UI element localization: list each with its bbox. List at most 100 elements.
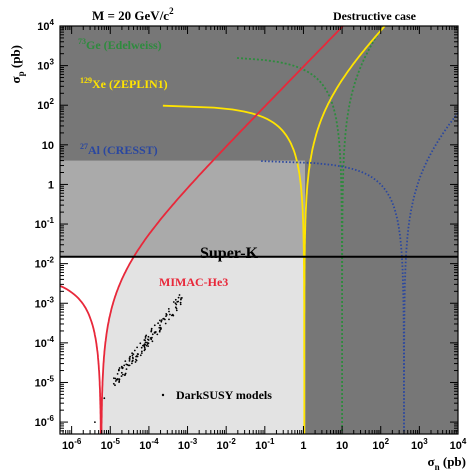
scatter-point (143, 346, 146, 349)
limit-curves (60, 26, 458, 434)
scatter-point (150, 329, 153, 332)
scatter-point (146, 343, 149, 345)
y-tick-label: 10 (42, 140, 54, 152)
scatter-point (159, 324, 161, 327)
legend-marker (161, 393, 165, 397)
legend-label: DarkSUSY models (176, 388, 272, 402)
scatter-point (128, 358, 131, 360)
scatter-point (147, 345, 150, 347)
scatter-point (159, 319, 161, 322)
scatter-point (140, 346, 143, 349)
scatter-point (179, 303, 182, 306)
scatter-point (177, 300, 180, 303)
scatter-point (167, 308, 170, 310)
scatter-point (174, 298, 177, 301)
scatter-point (136, 346, 139, 349)
scatter-point (129, 355, 132, 358)
scatter-point (125, 368, 128, 370)
scatter-point (172, 314, 175, 317)
scatter-point (157, 322, 160, 325)
light-region-under-mimac (101, 256, 306, 434)
scatter-point (144, 341, 147, 344)
scatter-point (143, 349, 146, 352)
scatter-point (175, 309, 178, 312)
scatter-point (117, 369, 120, 372)
scatter-point (121, 367, 124, 370)
darksusy-scatter (72, 294, 183, 456)
y-tick-label: 1 (48, 179, 54, 191)
label-ge-edelweiss: 73Ge (Edelweiss) (78, 37, 162, 52)
scatter-point (144, 337, 147, 339)
scatter-point (178, 294, 181, 296)
scatter-point (151, 336, 153, 339)
scatter-point (158, 326, 161, 329)
scatter-point (125, 363, 128, 366)
scatter-point (150, 338, 153, 341)
x-tick-label: 103 (411, 437, 428, 452)
label-super-k: Super-K (200, 245, 259, 262)
scatter-point (165, 315, 167, 317)
scatter-point (164, 322, 167, 325)
x-tick-label: 10-6 (62, 437, 82, 452)
series-line-mimac-he3 (60, 26, 345, 434)
scatter-point (122, 373, 124, 376)
scatter-point (131, 354, 134, 357)
scatter-point (144, 343, 147, 346)
scatter-point (118, 380, 121, 383)
scatter-point (118, 378, 121, 380)
x-tick-label: 10-2 (216, 437, 236, 452)
scatter-point (131, 359, 134, 362)
scatter-point (113, 377, 115, 380)
x-tick-label: 104 (450, 437, 467, 452)
scatter-point (103, 397, 106, 400)
scatter-point (175, 303, 178, 306)
scatter-point (131, 356, 134, 359)
x-tick-label: 10-1 (255, 437, 275, 452)
scatter-point (120, 371, 123, 374)
scatter-point (141, 350, 143, 353)
scatter-point (142, 344, 144, 347)
y-tick-label: 10-3 (35, 295, 55, 310)
scatter-point (135, 358, 137, 361)
scatter-point (128, 360, 131, 362)
scatter-point (146, 341, 148, 344)
scatter-point (168, 318, 170, 321)
scatter-point (160, 327, 162, 330)
scatter-point (165, 313, 168, 315)
scatter-point (147, 339, 150, 341)
scatter-point (120, 365, 123, 368)
scatter-point (124, 374, 126, 377)
label-xe-zeplin1: 129Xe (ZEPLIN1) (80, 76, 168, 91)
y-tick-label: 10-5 (35, 374, 55, 389)
scatter-point (158, 329, 161, 332)
scatter-point (72, 454, 74, 456)
x-tick-label: 10-5 (101, 437, 121, 452)
y-tick-label: 103 (37, 58, 54, 73)
scatter-point (136, 353, 139, 355)
scatter-point (143, 345, 146, 348)
scatter-point (135, 355, 138, 357)
axis-ticks: 10-6 10-5 10-4 10-3 10-2 10-1 1 10 102 103 104 10-6… (35, 18, 467, 452)
scatter-point (114, 380, 117, 382)
scatter-point (177, 296, 180, 299)
scatter-point (160, 319, 163, 321)
scatter-point (172, 301, 175, 303)
x-axis-label: σn (pb) (428, 454, 466, 470)
scatter-point (151, 333, 154, 336)
y-tick-label: 104 (37, 18, 54, 33)
mass-label: M = 20 GeV/c2 (92, 6, 174, 23)
x-tick-label: 10-3 (178, 437, 198, 452)
scatter-point (114, 384, 116, 387)
scatter-point (112, 382, 115, 385)
scatter-point (156, 333, 159, 336)
scatter-point (94, 421, 96, 423)
scatter-point (139, 342, 142, 345)
series-line-ge-edelweiss- (236, 26, 385, 434)
x-tick-label: 10 (336, 440, 348, 452)
chart-labels: 73Ge (Edelweiss) 129Xe (ZEPLIN1) 27Al (CRE… (78, 37, 272, 402)
scatter-point (140, 352, 143, 354)
scatter-point (147, 335, 150, 338)
scatter-point (150, 327, 153, 330)
scatter-point (164, 318, 166, 321)
